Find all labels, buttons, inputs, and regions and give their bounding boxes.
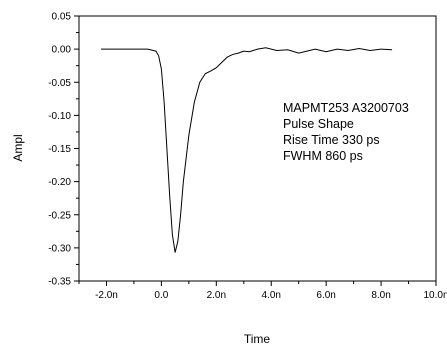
pulse-line: [100, 47, 393, 253]
y-axis-title: Ampl: [11, 134, 25, 161]
y-tick-label: 0.00: [52, 45, 72, 56]
annotation-block: MAPMT253 A3200703 Pulse Shape Rise Time …: [283, 101, 409, 163]
annotation-line-3: Rise Time 330 ps: [283, 133, 380, 147]
y-tick-label: -0.25: [48, 210, 71, 221]
x-tick-label: 2.0n: [207, 290, 226, 301]
x-tick-label: 6.0n: [316, 290, 335, 301]
plot-frame: [78, 15, 437, 282]
x-tick-label: 8.0n: [371, 290, 390, 301]
y-tick-label: -0.10: [48, 111, 71, 122]
y-tick-label: -0.05: [48, 78, 71, 89]
annotation-line-2: Pulse Shape: [283, 117, 354, 131]
annotation-line-1: MAPMT253 A3200703: [283, 101, 409, 115]
y-tick-label: -0.35: [48, 277, 71, 288]
y-axis-ticks: 0.05 0.00 -0.05 -0.10 -0.15 -0.20 -0.25 -0.30 -0…: [48, 12, 79, 288]
annotation-line-4: FWHM 860 ps: [283, 149, 363, 163]
y-tick-label: -0.30: [48, 243, 71, 254]
x-tick-label: 4.0n: [261, 290, 280, 301]
y-tick-label: 0.05: [52, 12, 72, 23]
y-tick-label: -0.15: [48, 144, 71, 155]
x-tick-label: -2.0n: [95, 290, 118, 301]
y-tick-label: -0.20: [48, 177, 71, 188]
x-tick-label: 0.0: [154, 290, 168, 301]
x-axis-title: Time: [244, 332, 271, 346]
x-tick-label: 10.0n: [423, 290, 447, 301]
x-axis-ticks: -2.0n 0.0 2.0n 4.0n 6.0n 8.0n 10.0n: [78, 281, 447, 301]
